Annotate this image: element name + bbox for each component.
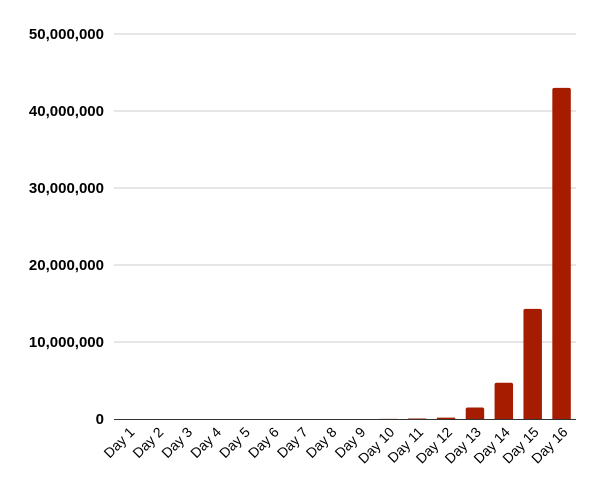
y-tick-label: 30,000,000 [29, 180, 104, 197]
x-tick-label: Day 5 [216, 424, 253, 461]
x-tick-label: Day 7 [274, 424, 311, 461]
x-tick-label: Day 6 [245, 424, 282, 461]
y-tick-label: 10,000,000 [29, 334, 104, 351]
x-tick-label: Day 3 [158, 424, 195, 461]
bar-day-16 [552, 87, 571, 420]
y-tick-label: 0 [96, 411, 104, 428]
gridlines [114, 33, 576, 343]
y-tick-label: 50,000,000 [29, 26, 104, 43]
x-tick-label: Day 8 [303, 424, 340, 461]
bars [321, 87, 571, 420]
y-tick-label: 40,000,000 [29, 103, 104, 120]
bar-day-12 [436, 417, 456, 419]
bar-day-15 [523, 308, 542, 419]
y-axis-tick-labels: 0 10,000,000 20,000,000 30,000,000 40,000,00… [29, 26, 104, 428]
x-tick-label: Day 4 [187, 424, 224, 461]
bar-day-13 [465, 407, 485, 419]
x-tick-label: Day 2 [129, 424, 166, 461]
y-tick-label: 20,000,000 [29, 257, 104, 274]
bar-day-14 [494, 382, 514, 419]
x-tick-label: Day 1 [100, 424, 137, 461]
